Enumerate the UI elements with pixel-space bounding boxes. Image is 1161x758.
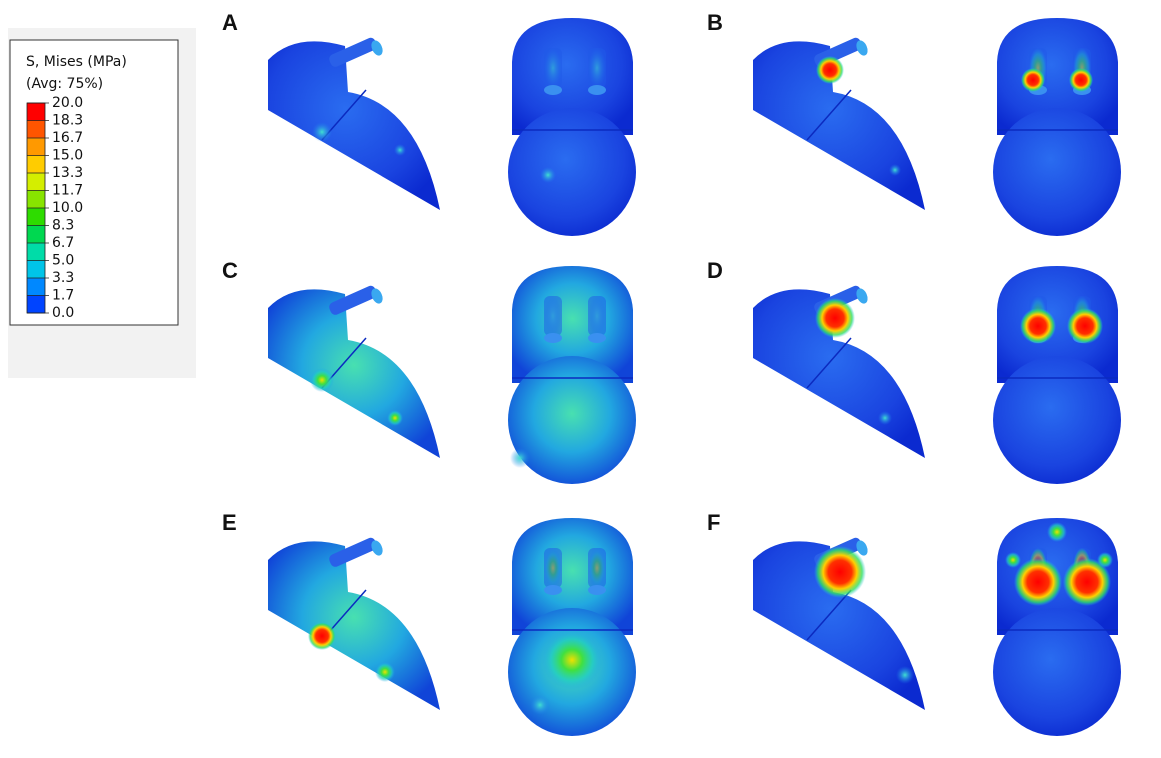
stress-spot: [815, 298, 855, 338]
panel-label: E: [222, 510, 237, 535]
colorbar-band: [27, 191, 45, 209]
cylinder-end: [588, 585, 606, 595]
cylinder-base: [544, 48, 562, 88]
colorbar-band: [27, 278, 45, 296]
tick-label: 13.3: [52, 165, 83, 181]
cylinder-base: [544, 296, 562, 336]
colorbar-band: [27, 156, 45, 174]
panel-label: F: [707, 510, 720, 535]
stress-spot: [878, 411, 892, 425]
cylinder-base: [544, 548, 562, 588]
stress-spot: [510, 448, 530, 468]
stress-spot: [814, 546, 866, 598]
tick-label: 18.3: [52, 113, 83, 129]
stress-spot: [1021, 68, 1045, 92]
tick-label: 6.7: [52, 235, 74, 251]
stress-spot: [308, 622, 336, 650]
cylinder-base: [588, 296, 606, 336]
stress-spot: [387, 410, 403, 426]
colorbar-band: [27, 103, 45, 121]
stress-spot: [889, 164, 901, 176]
panel-label: C: [222, 258, 238, 283]
tick-label: 5.0: [52, 253, 74, 269]
tick-label: 15.0: [52, 148, 83, 164]
cylinder-base: [588, 48, 606, 88]
panel: D: [707, 258, 1121, 484]
panel: A: [222, 10, 636, 236]
colorbar-band: [27, 243, 45, 261]
stress-spot: [394, 144, 406, 156]
panel: E: [222, 510, 636, 736]
cylinder-end: [544, 585, 562, 595]
colorbar-band: [27, 261, 45, 279]
tick-label: 20.0: [52, 95, 83, 111]
side-view: [268, 289, 440, 458]
stress-spot: [1097, 552, 1113, 568]
colorbar-band: [27, 226, 45, 244]
tick-label: 1.7: [52, 288, 74, 304]
colorbar-band: [27, 138, 45, 156]
front-sphere: [993, 608, 1121, 736]
front-sphere: [508, 108, 636, 236]
front-sphere: [993, 356, 1121, 484]
cylinder-end: [588, 333, 606, 343]
tick-label: 8.3: [52, 218, 74, 234]
stress-spot: [1067, 308, 1103, 344]
figure: S, Mises (MPa) (Avg: 75%) 20.0 18.316.7 15…: [0, 0, 1161, 758]
stress-spot: [816, 56, 844, 84]
colorbar-band: [27, 121, 45, 139]
tick-label: 11.7: [52, 183, 83, 199]
colorbar-band: [27, 296, 45, 314]
page: {"legend": {"title": "S, Mises (MPa)", "…: [0, 0, 1161, 758]
stress-spot: [1020, 308, 1056, 344]
panel-label: D: [707, 258, 723, 283]
legend-title: S, Mises (MPa): [26, 54, 127, 70]
colorbar-band: [27, 173, 45, 191]
tick-label: 0.0: [52, 305, 74, 321]
stress-spot: [1014, 558, 1062, 606]
legend-subtitle: (Avg: 75%): [26, 76, 103, 92]
stress-spot: [542, 630, 602, 690]
cylinder-base: [588, 548, 606, 588]
stress-spot: [540, 167, 556, 183]
side-view: [268, 541, 440, 710]
tick-label: 10.0: [52, 200, 83, 216]
panel: F: [707, 510, 1121, 736]
colorbar-band: [27, 208, 45, 226]
panel: B: [707, 10, 1121, 236]
cylinder-end: [544, 333, 562, 343]
side-view: [268, 41, 440, 210]
stress-spot: [375, 662, 395, 682]
stress-spot: [310, 368, 334, 392]
front-sphere: [993, 108, 1121, 236]
stress-spot: [896, 666, 914, 684]
panel-label: B: [707, 10, 723, 35]
stress-spot: [1069, 68, 1093, 92]
cylinder-end: [588, 85, 606, 95]
stress-spot: [312, 122, 332, 142]
panel: C: [222, 258, 636, 484]
panels: A B C D E F: [222, 10, 1121, 736]
panel-label: A: [222, 10, 238, 35]
cylinder-end: [544, 85, 562, 95]
stress-spot: [1005, 552, 1021, 568]
tick-label: 3.3: [52, 270, 74, 286]
stress-spot: [1047, 522, 1067, 542]
stress-spot: [530, 695, 550, 715]
tick-label: 16.7: [52, 130, 83, 146]
